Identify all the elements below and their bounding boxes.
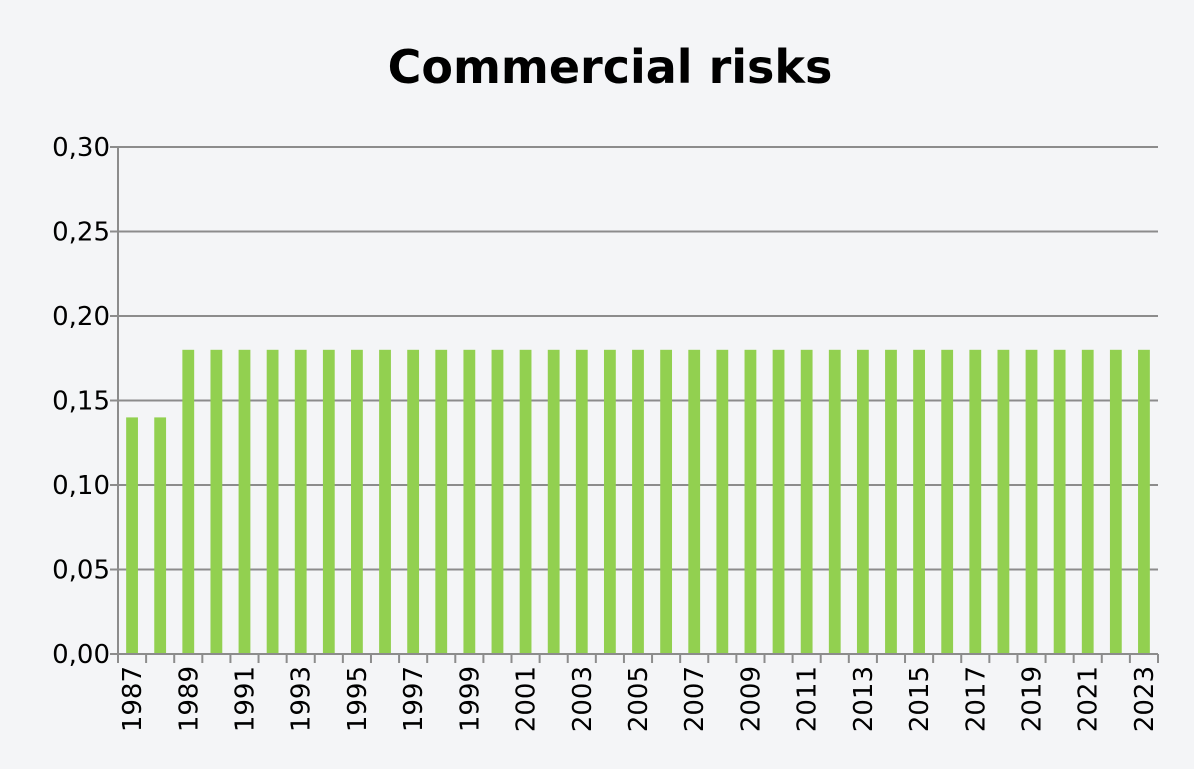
bar bbox=[744, 349, 757, 654]
bar bbox=[126, 417, 138, 654]
x-tick-label: 1991 bbox=[230, 666, 260, 732]
bar bbox=[856, 349, 869, 654]
bar bbox=[463, 349, 476, 654]
x-tick-label: 2007 bbox=[680, 666, 710, 732]
x-tick-label: 2017 bbox=[961, 666, 991, 732]
y-tick-label: 0,05 bbox=[52, 556, 110, 586]
bar bbox=[322, 349, 335, 654]
x-tick-label: 2001 bbox=[512, 666, 542, 732]
bar bbox=[210, 349, 223, 654]
bar bbox=[1109, 349, 1122, 654]
x-tick-label: 2009 bbox=[736, 666, 766, 732]
chart-title: Commercial risks bbox=[387, 40, 833, 94]
x-tick-label: 2021 bbox=[1074, 666, 1104, 732]
bar bbox=[1081, 349, 1094, 654]
x-tick-label: 1997 bbox=[399, 666, 429, 732]
x-tick-label: 2019 bbox=[1018, 666, 1048, 732]
x-tick-label: 1993 bbox=[287, 666, 317, 732]
x-tick-label: 2013 bbox=[849, 666, 879, 732]
bar bbox=[547, 349, 560, 654]
bar bbox=[351, 349, 363, 654]
bar bbox=[407, 349, 420, 654]
bar bbox=[435, 349, 448, 654]
bar bbox=[266, 349, 279, 654]
bar bbox=[379, 349, 391, 654]
y-tick-label: 0,00 bbox=[52, 640, 110, 670]
x-tick-label: 2005 bbox=[624, 666, 654, 732]
bar bbox=[491, 349, 504, 654]
bar bbox=[154, 417, 167, 654]
bar bbox=[1053, 349, 1066, 654]
x-tick-label: 2015 bbox=[905, 666, 935, 732]
bar bbox=[1025, 349, 1038, 654]
bar bbox=[660, 349, 673, 654]
bar bbox=[800, 349, 813, 654]
bar bbox=[688, 349, 701, 654]
bar bbox=[772, 349, 785, 654]
bar bbox=[603, 349, 616, 654]
y-tick-label: 0,30 bbox=[52, 133, 110, 163]
x-tick-label: 1999 bbox=[455, 666, 485, 732]
bar bbox=[997, 349, 1010, 654]
x-tick-label: 1989 bbox=[174, 666, 204, 732]
x-tick-label: 1995 bbox=[343, 666, 373, 732]
bar bbox=[969, 349, 982, 654]
bar bbox=[1138, 349, 1150, 654]
bar bbox=[519, 349, 532, 654]
x-tick-label: 2023 bbox=[1130, 666, 1160, 732]
y-tick-label: 0,10 bbox=[52, 471, 110, 501]
bar bbox=[294, 349, 307, 654]
bar bbox=[828, 349, 841, 654]
x-tick-label: 1987 bbox=[118, 666, 148, 732]
bar bbox=[716, 349, 729, 654]
bar bbox=[885, 349, 897, 654]
bar bbox=[632, 349, 644, 654]
bar bbox=[238, 349, 251, 654]
y-tick-label: 0,20 bbox=[52, 302, 110, 332]
y-tick-label: 0,15 bbox=[52, 387, 110, 417]
y-tick-label: 0,25 bbox=[52, 218, 110, 248]
bar bbox=[913, 349, 925, 654]
bar bbox=[575, 349, 588, 654]
bar bbox=[941, 349, 954, 654]
x-tick-label: 2011 bbox=[793, 666, 823, 732]
x-tick-label: 2003 bbox=[568, 666, 598, 732]
bar bbox=[182, 349, 195, 654]
